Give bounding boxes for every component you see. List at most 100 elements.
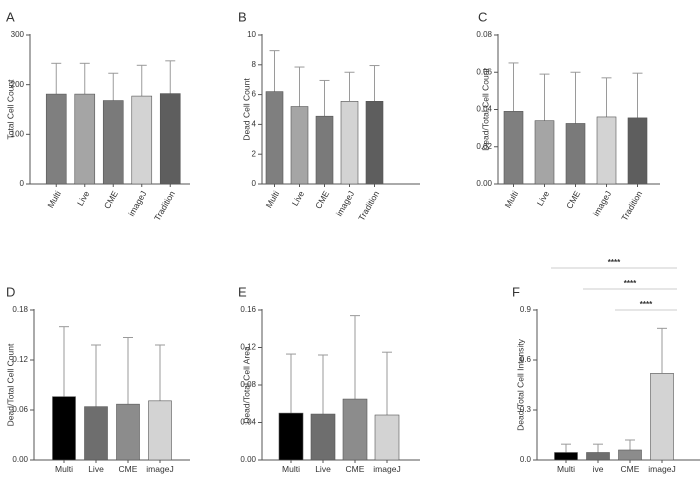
panel-letter: F — [512, 285, 520, 300]
x-tick-label: CME — [621, 464, 640, 474]
bar-cme — [315, 115, 334, 185]
y-tick-label: 100 — [11, 129, 25, 138]
y-tick-label: 0.08 — [240, 380, 256, 389]
y-tick-label: 300 — [11, 30, 25, 39]
x-tick-label: Multi — [45, 189, 63, 210]
chart-panel-f: F Dead/Total Cell Intensity 0.0 0.3 0.6 0.9 Mu… — [512, 258, 700, 474]
x-tick-label: Multi — [282, 464, 300, 474]
bar-imagej — [374, 414, 400, 461]
y-tick-label: 0.00 — [240, 455, 256, 464]
y-tick-label: 0.06 — [476, 67, 492, 76]
bar-cme — [116, 403, 140, 461]
x-tick-label: imageJ — [648, 464, 675, 474]
y-tick-label: 0.12 — [240, 343, 256, 352]
y-tick-label: 0.18 — [12, 305, 28, 314]
x-tick-label: Multi — [503, 189, 521, 210]
y-tick-label: 2 — [252, 149, 257, 158]
x-tick-label: imageJ — [126, 189, 148, 218]
x-tick-label: CME — [119, 464, 138, 474]
bar-cme — [102, 100, 124, 185]
y-axis-title: Total Cell Count — [5, 79, 15, 140]
chart-panel-d: D Dead/Total Cell Count 0.00 0.06 0.12 0.18 Mu… — [5, 285, 190, 474]
y-tick-label: 0.04 — [240, 418, 256, 427]
bar-imagej — [596, 116, 617, 185]
x-tick-label: CME — [346, 464, 365, 474]
x-tick-label: Live — [88, 464, 104, 474]
chart-panel-c: C Dead/Total Cell Count 0.00 0.02 0.04 0.06 0.… — [476, 10, 660, 223]
chart-panel-b: B Dead Cell Count 0 2 4 6 8 10 Multi Live CME image… — [238, 10, 420, 223]
bar-imagej — [340, 101, 359, 185]
bar-live — [310, 413, 336, 461]
y-tick-label: 0.02 — [476, 142, 492, 151]
significance-label: **** — [640, 300, 653, 309]
bar-cme — [565, 123, 586, 185]
x-tick-label: CME — [313, 189, 331, 211]
y-tick-label: 0.6 — [520, 355, 532, 364]
x-tick-label: imageJ — [373, 464, 400, 474]
x-tick-label: Tradition — [356, 189, 381, 223]
bar-imagej — [131, 95, 153, 185]
panel-letter: A — [6, 10, 15, 25]
bar-live — [74, 93, 96, 185]
bar-tradition — [365, 101, 384, 185]
x-tick-label: Multi — [264, 189, 282, 210]
bar-multi — [52, 396, 76, 461]
y-tick-label: 0.08 — [476, 30, 492, 39]
y-tick-label: 0.06 — [12, 405, 28, 414]
significance-label: **** — [608, 258, 621, 267]
y-tick-label: 200 — [11, 80, 25, 89]
y-axis-title: Dead/Total Cell Count — [5, 343, 15, 426]
y-tick-label: 0.00 — [476, 179, 492, 188]
y-tick-label: 0 — [252, 179, 257, 188]
x-tick-label: ive — [593, 464, 604, 474]
bar-multi — [554, 452, 578, 461]
significance-label: **** — [624, 279, 637, 288]
panel-letter: D — [6, 285, 15, 300]
y-tick-label: 0.16 — [240, 305, 256, 314]
x-tick-label: Live — [290, 189, 307, 208]
y-tick-label: 0.04 — [476, 105, 492, 114]
x-tick-label: imageJ — [146, 464, 173, 474]
bar-imagej — [148, 400, 172, 461]
y-axis-title: Dead Cell Count — [241, 78, 251, 141]
y-tick-label: 0 — [20, 179, 25, 188]
y-tick-label: 4 — [252, 120, 257, 129]
y-axis-title: Dead/Total Cell Area — [241, 346, 251, 424]
bar-ive — [586, 452, 610, 461]
bar-multi — [278, 412, 304, 461]
bar-live — [84, 406, 108, 461]
y-tick-label: 0.9 — [520, 305, 532, 314]
panel-letter: C — [478, 10, 487, 25]
bar-multi — [265, 91, 284, 185]
y-tick-label: 0.0 — [520, 455, 532, 464]
chart-panel-a: A Total Cell Count 0 100 200 300 Multi Live CME i… — [5, 10, 190, 223]
chart-panel-e: E Dead/Total Cell Area 0.00 0.04 0.08 0.12 0.1… — [238, 285, 420, 474]
bar-tradition — [159, 93, 181, 185]
x-tick-label: Live — [315, 464, 331, 474]
y-tick-label: 0.3 — [520, 405, 532, 414]
y-tick-label: 8 — [252, 60, 257, 69]
x-tick-label: imageJ — [591, 189, 613, 218]
x-tick-label: Live — [75, 189, 92, 208]
y-axis-title: Dead/Total Cell Count — [480, 68, 490, 151]
x-tick-label: CME — [102, 189, 120, 211]
y-axis-title: Dead/Total Cell Intensity — [515, 338, 525, 430]
bar-imagej — [650, 373, 674, 461]
y-tick-label: 0.00 — [12, 455, 28, 464]
bar-cme — [618, 449, 642, 461]
bar-multi — [503, 111, 524, 185]
x-tick-label: CME — [564, 189, 582, 211]
panel-letter: B — [238, 10, 247, 25]
x-tick-label: Tradition — [152, 189, 177, 223]
bar-live — [290, 106, 309, 185]
y-tick-label: 0.12 — [12, 355, 28, 364]
x-tick-label: Tradition — [619, 189, 644, 223]
bar-multi — [45, 93, 67, 185]
panel-letter: E — [238, 285, 247, 300]
bar-live — [534, 120, 555, 185]
x-tick-label: Multi — [55, 464, 73, 474]
y-tick-label: 6 — [252, 90, 257, 99]
x-tick-label: Live — [535, 189, 552, 208]
y-tick-label: 10 — [247, 30, 256, 39]
